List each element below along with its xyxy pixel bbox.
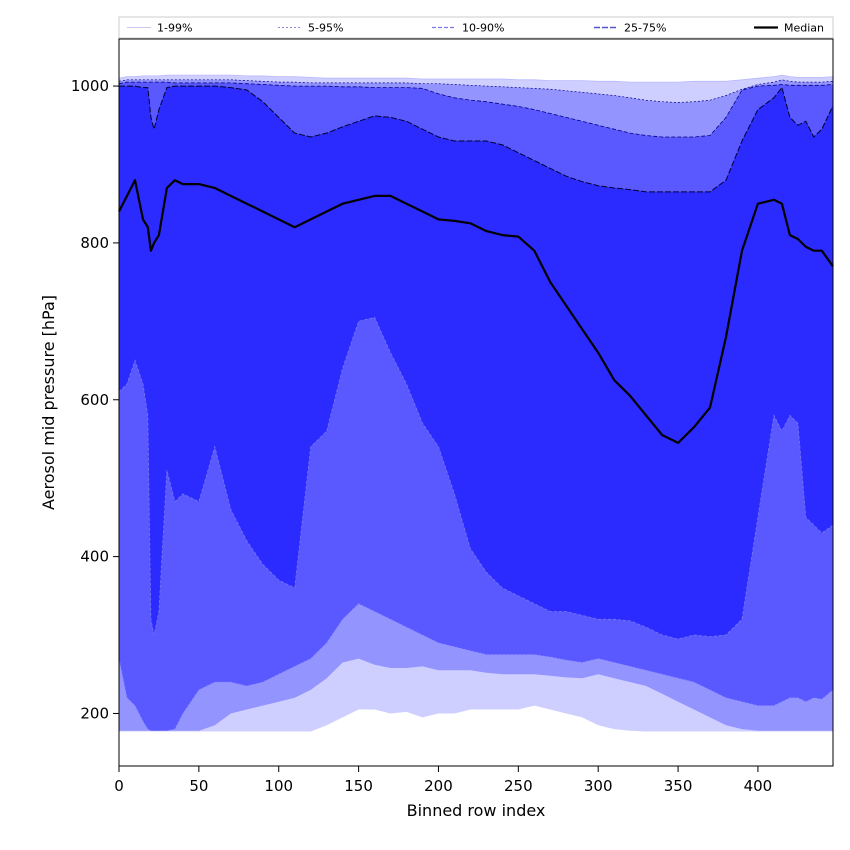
line-25-75-lower xyxy=(118,316,834,640)
x-tick-label: 300 xyxy=(584,777,613,795)
plot-area xyxy=(118,74,834,732)
x-tick-label: 150 xyxy=(344,777,373,795)
x-tick-label: 250 xyxy=(504,777,533,795)
x-tick-label: 350 xyxy=(664,777,693,795)
legend-label: 1-99% xyxy=(157,22,192,35)
line-5-95-upper xyxy=(118,79,834,103)
line-10-90-upper xyxy=(118,81,834,138)
x-tick-label: 100 xyxy=(264,777,293,795)
line-25-75-upper xyxy=(119,85,834,193)
y-tick-label: 200 xyxy=(80,704,109,722)
y-tick-label: 1000 xyxy=(71,77,109,95)
line-1-99-upper xyxy=(118,74,834,83)
y-tick-label: 800 xyxy=(80,234,109,252)
legend: 1-99% 5-95% 10-90% 25-75% Median xyxy=(118,16,834,39)
legend-label: 25-75% xyxy=(624,22,666,35)
legend-label: Median xyxy=(784,22,824,35)
y-axis-label: Aerosol mid pressure [hPa] xyxy=(39,295,58,510)
legend-label: 5-95% xyxy=(308,22,343,35)
x-tick-label: 400 xyxy=(744,777,773,795)
y-tick-label: 600 xyxy=(80,391,109,409)
x-tick-label: 50 xyxy=(189,777,208,795)
x-tick-label: 200 xyxy=(424,777,453,795)
y-tick-label: 400 xyxy=(80,548,109,566)
x-tick-label: 0 xyxy=(114,777,124,795)
legend-box xyxy=(118,16,834,39)
median-line xyxy=(118,179,834,444)
x-axis-label: Binned row index xyxy=(407,801,546,820)
plot-frame xyxy=(118,38,834,767)
y-axis-ticks: 200 400 600 800 1000 xyxy=(71,77,119,722)
line-10-90-lower xyxy=(118,603,834,732)
band-25-75 xyxy=(119,86,833,640)
x-axis-ticks: 0 50 100 150 200 250 300 350 400 xyxy=(114,766,772,795)
legend-label: 10-90% xyxy=(462,22,504,35)
